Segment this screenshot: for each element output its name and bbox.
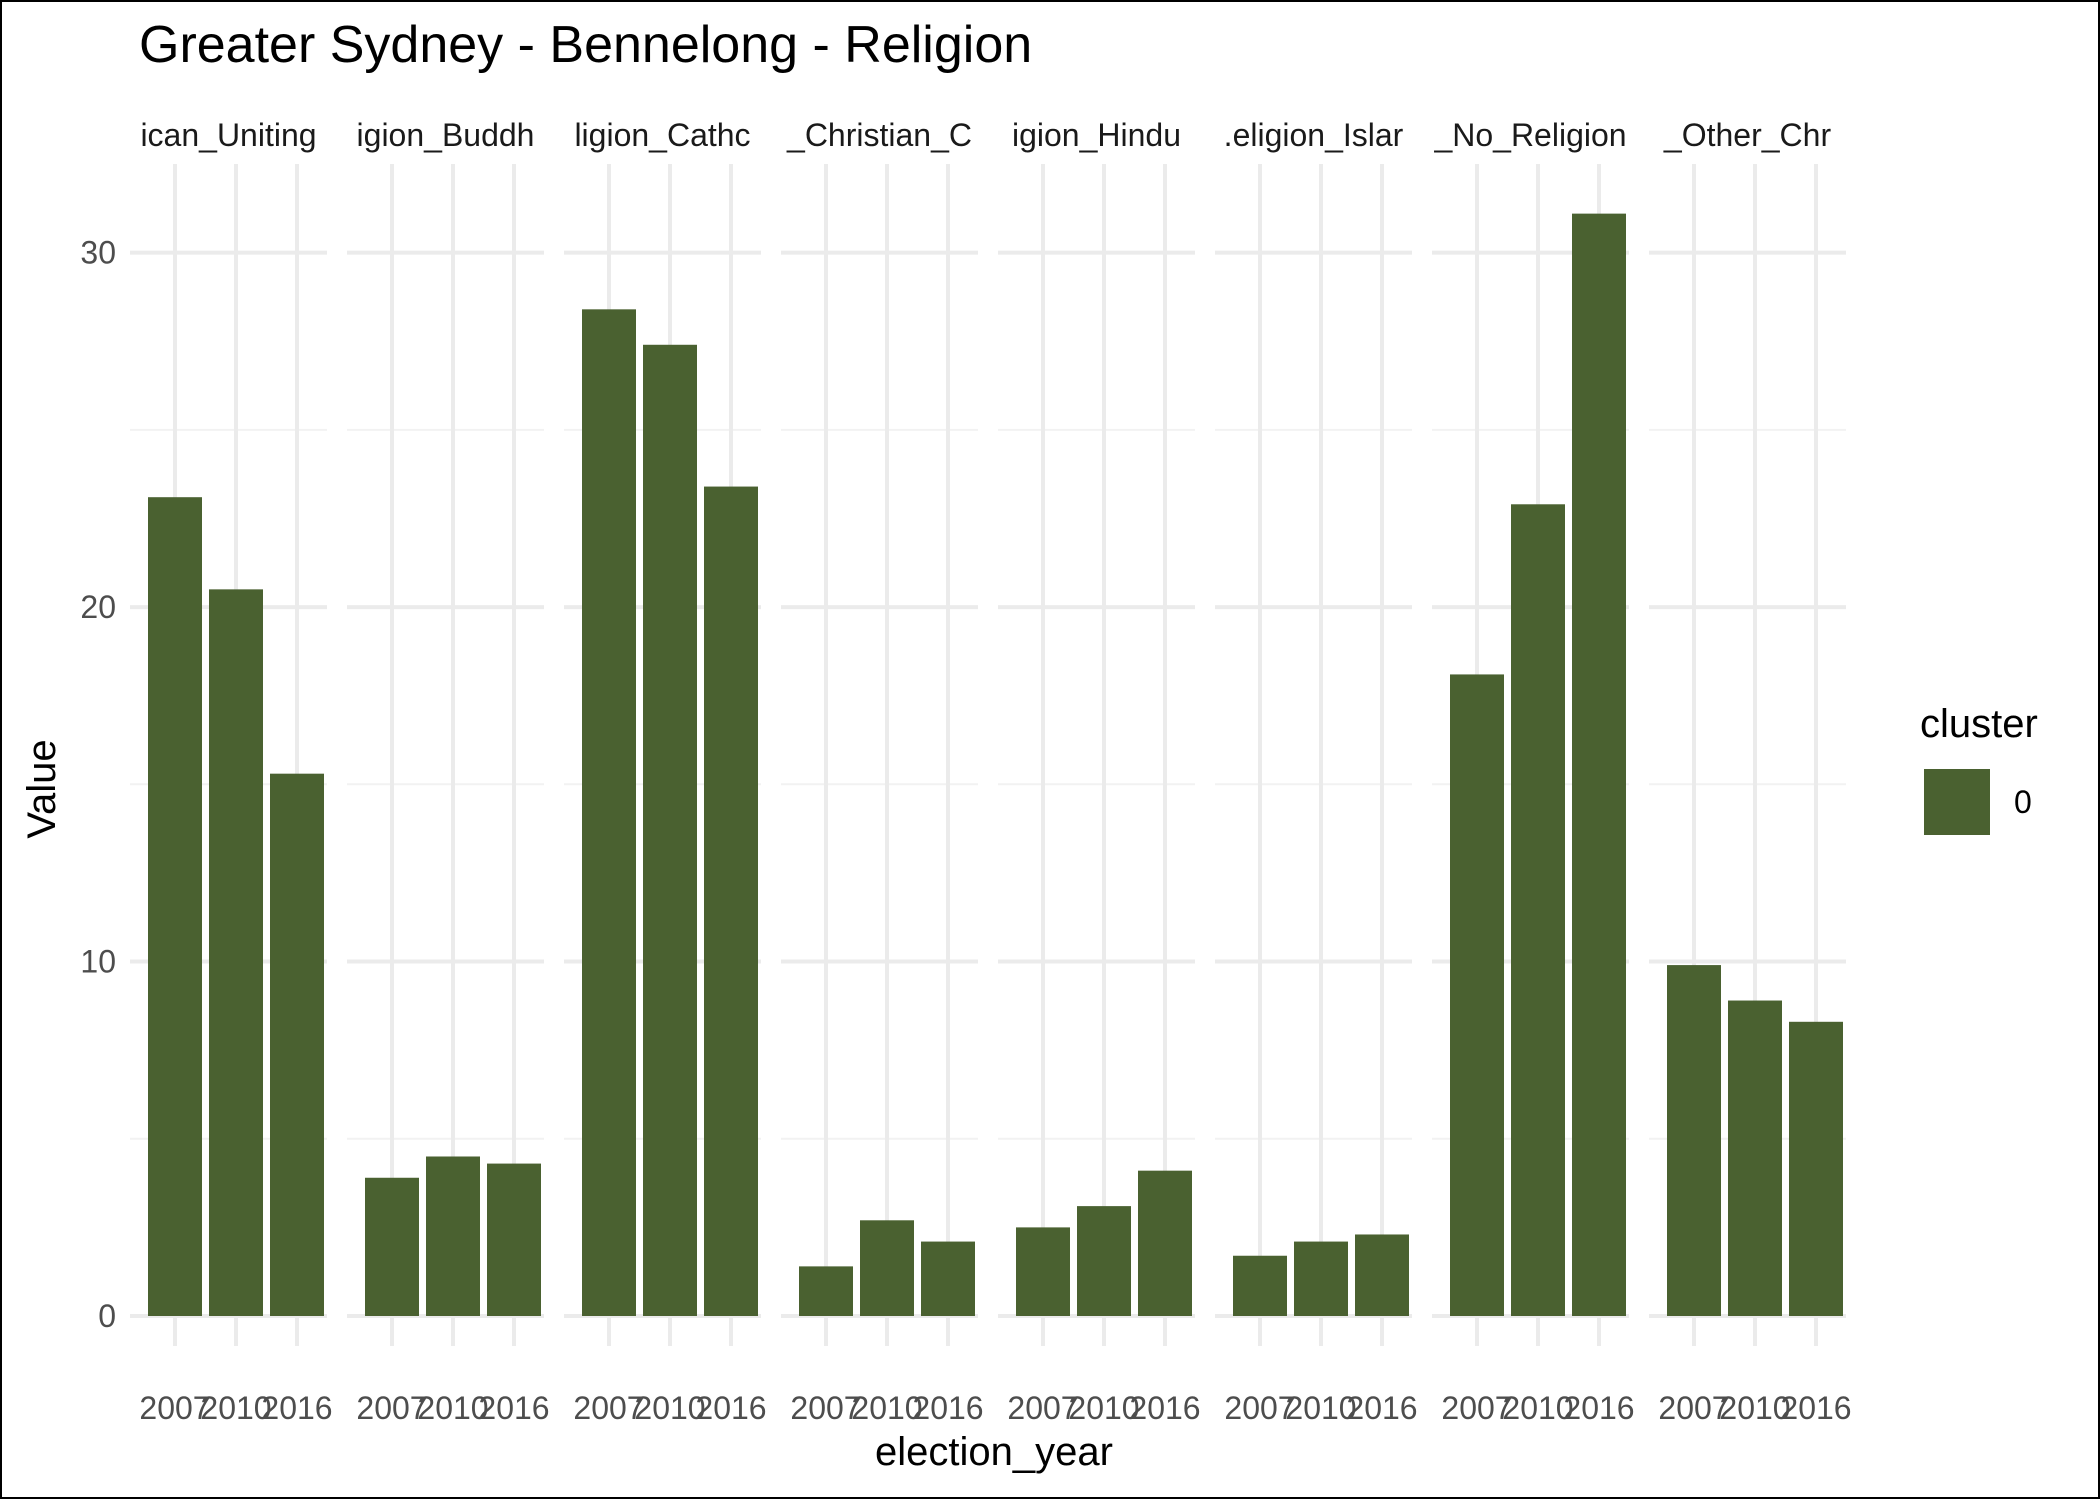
bar (643, 344, 697, 1316)
legend-key-swatch (1924, 769, 1990, 835)
x-tick-label: 2010 (634, 1390, 705, 1426)
x-tick-label: 2010 (1719, 1390, 1790, 1426)
x-tick-label: 2010 (1285, 1390, 1356, 1426)
x-tick-label: 2016 (912, 1390, 983, 1426)
bar (270, 773, 324, 1316)
bar (921, 1241, 975, 1316)
x-tick-label: 2016 (478, 1390, 549, 1426)
bar (1728, 1000, 1782, 1316)
bar (487, 1163, 541, 1316)
facet-strip-label: igion_Buddh (357, 117, 535, 153)
x-tick-label: 2016 (261, 1390, 332, 1426)
bars (148, 213, 1843, 1316)
bar (799, 1266, 853, 1316)
x-tick-label: 2016 (1780, 1390, 1851, 1426)
bar (1233, 1255, 1287, 1316)
y-tick-label: 0 (98, 1298, 116, 1334)
facet-strip-label: .eligion_Islar (1224, 117, 1404, 153)
x-tick-label: 2007 (1224, 1390, 1295, 1426)
bar (365, 1177, 419, 1316)
bar (1789, 1021, 1843, 1316)
x-tick-label: 2007 (139, 1390, 210, 1426)
bar (1294, 1241, 1348, 1316)
bar (1667, 965, 1721, 1316)
bar (426, 1156, 480, 1316)
facet-strip-label: _Other_Chr (1663, 117, 1832, 153)
bar (1450, 674, 1504, 1316)
bar (1572, 213, 1626, 1316)
bar (1355, 1234, 1409, 1316)
facet-strip-label: _No_Religion (1433, 117, 1626, 153)
x-tick-label: 2016 (1563, 1390, 1634, 1426)
y-tick-labels: 0 10 20 30 (80, 235, 116, 1334)
bar (1138, 1170, 1192, 1316)
chart-title: Greater Sydney - Bennelong - Religion (139, 16, 1032, 74)
x-tick-label: 2007 (790, 1390, 861, 1426)
bar (860, 1220, 914, 1316)
facet-strip-label: ligion_Cathc (574, 117, 750, 153)
x-tick-label: 2010 (1068, 1390, 1139, 1426)
bar (209, 589, 263, 1316)
x-tick-label: 2010 (417, 1390, 488, 1426)
facet-strip-label: igion_Hindu (1012, 117, 1181, 153)
legend-title: cluster (1920, 702, 2038, 746)
y-tick-label: 30 (80, 235, 116, 271)
x-axis-title: election_year (875, 1430, 1113, 1474)
x-tick-label: 2007 (1007, 1390, 1078, 1426)
legend-label: 0 (2014, 784, 2032, 820)
x-tick-label: 2016 (695, 1390, 766, 1426)
legend: cluster 0 (1920, 702, 2038, 835)
y-tick-label: 20 (80, 589, 116, 625)
bar (1077, 1206, 1131, 1316)
x-tick-label: 2007 (356, 1390, 427, 1426)
bar (704, 486, 758, 1316)
x-tick-label: 2007 (1441, 1390, 1512, 1426)
y-axis-title: Value (20, 739, 64, 838)
x-tick-label: 2010 (200, 1390, 271, 1426)
bar (148, 497, 202, 1316)
x-tick-label: 2010 (851, 1390, 922, 1426)
x-tick-label: 2007 (573, 1390, 644, 1426)
x-tick-label: 2016 (1129, 1390, 1200, 1426)
x-tick-label: 2016 (1346, 1390, 1417, 1426)
facet-strip-label: ican_Uniting (140, 117, 316, 153)
x-tick-label: 2010 (1502, 1390, 1573, 1426)
facet-strip-labels: ican_Uniting igion_Buddh ligion_Cathc _Chri… (140, 117, 1831, 153)
x-tick-label: 2007 (1658, 1390, 1729, 1426)
bar (582, 309, 636, 1316)
bar (1016, 1227, 1070, 1316)
y-tick-label: 10 (80, 944, 116, 980)
bar (1511, 504, 1565, 1316)
facet-strip-label: _Christian_C (786, 117, 972, 153)
